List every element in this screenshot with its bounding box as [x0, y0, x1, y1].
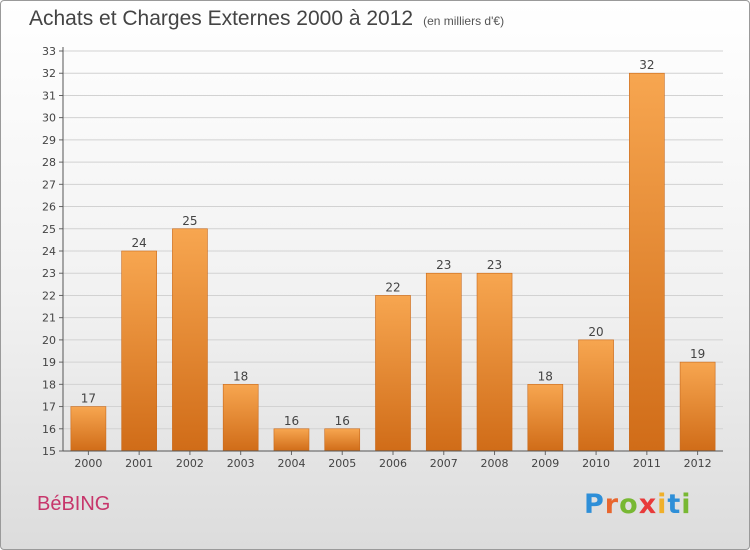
- y-tick-label: 33: [42, 45, 56, 58]
- y-tick-label: 25: [42, 223, 56, 236]
- y-tick-label: 24: [42, 245, 56, 258]
- x-tick-label: 2009: [531, 457, 559, 470]
- data-label: 25: [182, 214, 197, 228]
- x-tick-label: 2011: [633, 457, 661, 470]
- y-tick-label: 21: [42, 312, 56, 325]
- y-tick-label: 15: [42, 445, 56, 458]
- y-tick-label: 16: [42, 423, 56, 436]
- bar: [70, 406, 107, 452]
- bar: [578, 339, 614, 452]
- x-tick-label: 2006: [379, 457, 407, 470]
- y-tick-label: 27: [42, 178, 56, 191]
- commune-name: BéBING: [37, 493, 111, 515]
- y-tick-label: 20: [42, 334, 56, 347]
- x-tick-label: 2001: [125, 457, 153, 470]
- data-label: 18: [538, 369, 553, 383]
- logo-letter: i: [657, 489, 668, 520]
- data-label: 22: [385, 280, 400, 294]
- bar: [273, 428, 310, 452]
- bar: [425, 272, 462, 452]
- data-label: 20: [588, 325, 603, 339]
- bar: [172, 228, 208, 452]
- x-tick-label: 2004: [277, 457, 305, 470]
- y-tick-label: 17: [42, 401, 56, 414]
- x-axis-ticks: 2000 2001 2002 2003 2004 2005 2006 2007 2008 2009…: [74, 451, 712, 470]
- logo-letter: i: [681, 489, 692, 520]
- bar: [476, 272, 513, 452]
- bars: [70, 72, 716, 452]
- data-label: 16: [335, 414, 350, 428]
- y-tick-label: 22: [42, 289, 56, 302]
- x-tick-label: 2000: [74, 457, 102, 470]
- data-label: 23: [436, 258, 451, 272]
- logo-letter: P: [584, 489, 605, 520]
- y-tick-label: 26: [42, 201, 56, 214]
- x-tick-label: 2002: [176, 457, 204, 470]
- data-labels: 17 24 25 18 16 16 22 23 23 18 20 32 19: [81, 58, 706, 428]
- x-tick-label: 2010: [582, 457, 610, 470]
- logo-letter: t: [667, 489, 682, 520]
- y-tick-label: 31: [42, 89, 56, 102]
- y-tick-label: 29: [42, 134, 56, 147]
- bar: [121, 250, 157, 452]
- data-label: 23: [487, 258, 502, 272]
- x-tick-label: 2012: [684, 457, 712, 470]
- axes: [62, 47, 723, 452]
- y-tick-label: 32: [42, 67, 56, 80]
- x-tick-label: 2008: [481, 457, 509, 470]
- bar: [629, 72, 665, 452]
- y-tick-label: 28: [42, 156, 56, 169]
- title-text: Achats et Charges Externes 2000 à 2012: [29, 7, 414, 30]
- bar: [527, 384, 564, 452]
- chart-title: Achats et Charges Externes 2000 à 2012 (e…: [29, 7, 504, 31]
- bar: [324, 428, 361, 452]
- data-label: 24: [132, 236, 147, 250]
- data-label: 17: [81, 392, 96, 406]
- data-label: 16: [284, 414, 299, 428]
- y-tick-label: 23: [42, 267, 56, 280]
- data-label: 18: [233, 369, 248, 383]
- y-tick-label: 19: [42, 356, 56, 369]
- data-label: 19: [690, 347, 705, 361]
- y-tick-label: 30: [42, 112, 56, 125]
- bar: [222, 384, 259, 452]
- data-label: 32: [639, 58, 654, 72]
- logo-letter: x: [638, 489, 658, 520]
- x-tick-label: 2007: [430, 457, 458, 470]
- y-axis-ticks: 15 16 17 18 19 20 21 22 23 24 25 26 27 28 29 30 31 32 33: [42, 45, 63, 458]
- bar: [375, 295, 411, 452]
- unit-label: (en milliers d'€): [423, 14, 505, 28]
- x-tick-label: 2005: [328, 457, 356, 470]
- proxiti-logo[interactable]: Proxiti: [584, 489, 692, 520]
- y-tick-label: 18: [42, 378, 56, 391]
- logo-letter: o: [619, 489, 639, 520]
- bar: [679, 361, 716, 452]
- logo-letter: r: [604, 489, 620, 520]
- x-tick-label: 2003: [227, 457, 255, 470]
